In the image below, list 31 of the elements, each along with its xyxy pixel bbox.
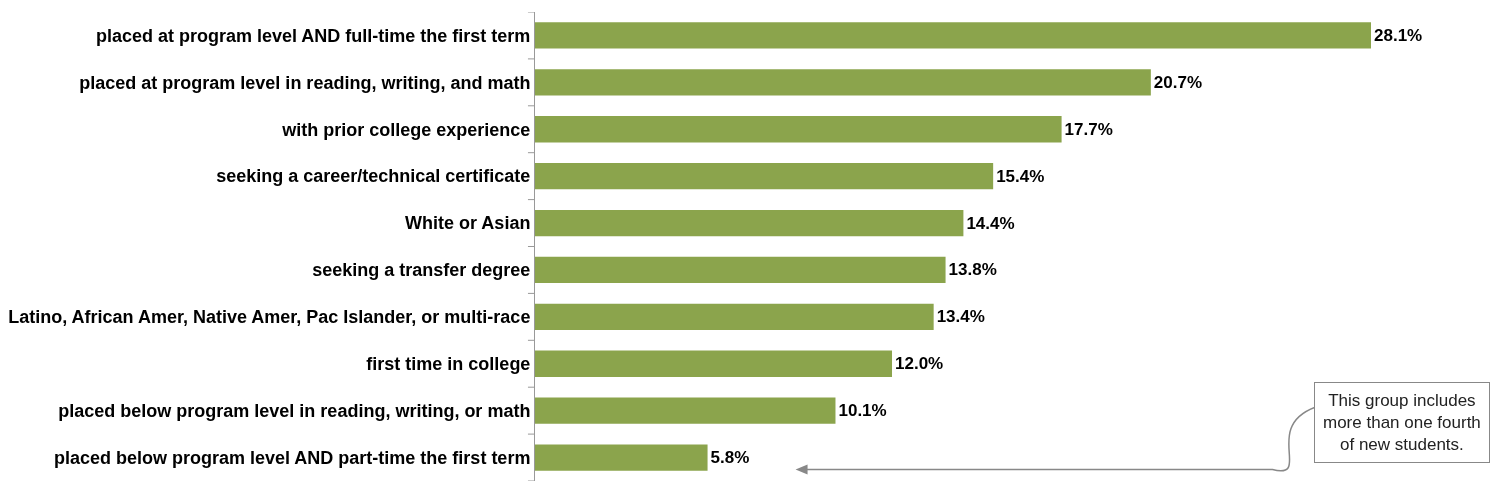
y-tick-label: seeking a transfer degree [312,260,531,281]
data-label: 13.4% [936,307,985,327]
annotation: This group includes more than one fourth of new students. [1323,391,1481,455]
data-label: 28.1% [1374,25,1423,45]
data-label: 13.8% [948,260,997,280]
y-tick-label: placed at program level in reading, writing, and math [79,72,531,93]
y-tick-label: first time in college [366,354,531,375]
bar [535,397,836,424]
y-tick-label: seeking a career/technical certificate [216,166,531,187]
bar [535,350,893,377]
y-tick-label: Latino, African Amer, Native Amer, Pac Islander, or multi-race [8,307,531,328]
data-label: 14.4% [966,213,1015,233]
bar [535,163,994,190]
data-label: 17.7% [1064,119,1113,139]
data-label: 20.7% [1153,72,1203,92]
y-tick-label: placed below program level AND part-time the first term [53,447,531,468]
data-label: 10.1% [838,401,887,421]
data-label: 5.8% [710,448,750,468]
bar [535,444,708,471]
bar [535,69,1151,96]
y-tick-label: with prior college experience [281,119,531,140]
bar [535,116,1062,143]
bar [535,303,934,330]
data-label: 12.0% [895,354,944,374]
y-tick-label: White or Asian [405,213,531,234]
y-tick-label: placed at program level AND full-time the first term [95,25,531,46]
bar [535,22,1371,49]
data-label: 15.4% [996,166,1045,186]
bar [535,209,964,237]
y-tick-label: placed below program level in reading, writing, or math [58,400,531,421]
bar [535,256,946,284]
